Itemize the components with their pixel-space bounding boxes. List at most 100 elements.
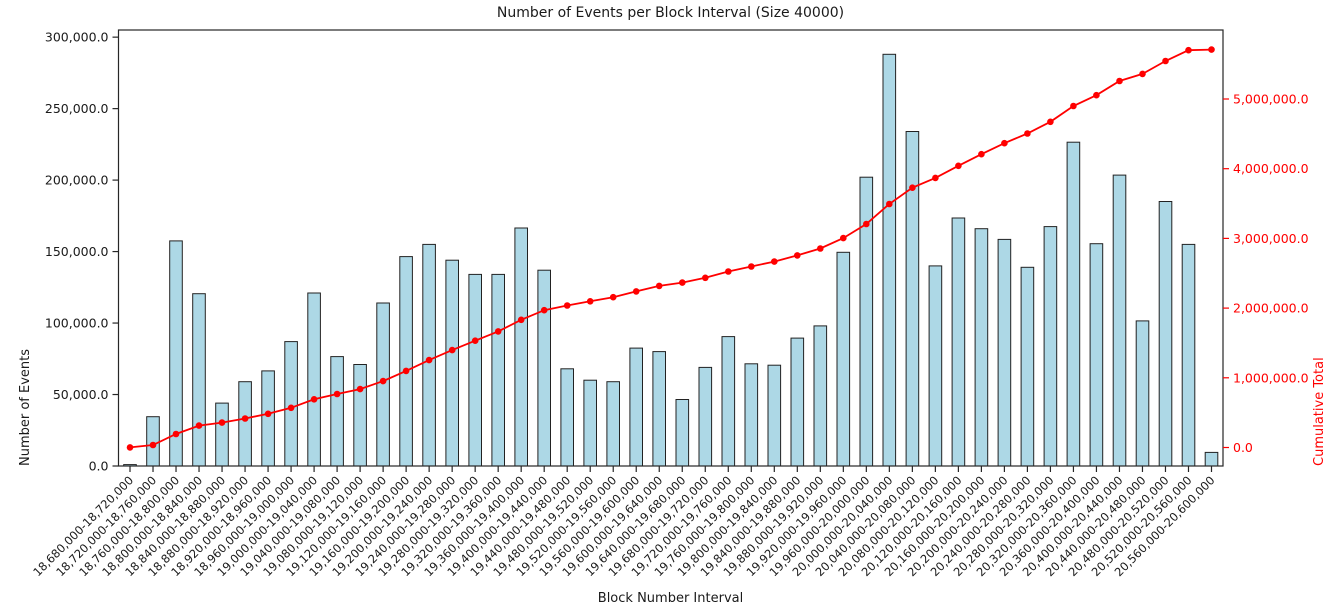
line-marker [1024,130,1031,137]
line-marker [379,377,387,385]
bar [1020,266,1035,467]
bar [790,337,805,467]
line-marker [955,162,962,170]
line-marker [886,200,893,208]
bar [583,379,598,467]
bar [422,243,436,467]
bar [376,302,390,467]
line-marker [1139,70,1146,78]
bar [744,363,759,467]
bar [491,273,505,467]
line-marker [425,356,433,364]
bar [606,381,621,467]
bar [146,416,160,467]
y-tick-label-right: 1,000,000.0 [1233,370,1309,385]
line-marker [471,337,479,345]
line-marker [195,422,203,429]
bar [928,265,943,467]
bar [215,402,229,467]
bar [629,347,644,467]
line-marker [978,150,985,158]
bar [537,269,552,467]
bar [813,325,828,467]
bar [1181,243,1196,467]
bar [1089,243,1104,467]
bar [1204,451,1219,467]
bar [238,381,252,467]
bar [652,351,667,467]
x-axis-label: Block Number Interval [597,591,744,606]
y-tick-label-right: 4,000,000.0 [1233,161,1309,176]
line-marker [1001,139,1008,147]
bar [721,336,736,467]
bar [836,251,851,467]
bar [1043,226,1058,467]
y-tick-label-left: 250,000.0 [45,101,109,116]
bar [514,227,529,467]
bar [307,292,321,467]
bar [675,399,690,467]
line-marker [1116,77,1123,85]
line-marker [655,282,663,290]
bar [330,356,344,467]
line-marker [1185,46,1192,54]
line-marker [356,385,364,393]
y-tick-label-left: 0.0 [89,459,109,474]
line-marker [563,302,571,309]
bar [767,364,782,467]
y-tick-label-left: 150,000.0 [45,244,109,259]
bar [1135,320,1150,467]
line-marker [218,419,226,426]
line-marker [840,234,847,242]
line-marker [1093,91,1100,99]
bar [951,217,966,467]
line-marker [679,279,686,286]
line-marker [126,444,134,451]
line-marker [771,258,778,265]
line-marker [149,441,157,449]
line-marker [909,184,916,191]
line-marker [632,288,640,295]
bar [284,341,298,467]
line-marker [264,410,272,418]
line-marker [517,316,525,324]
chart-title: Number of Events per Block Interval (Siz… [496,5,845,21]
bar [192,293,206,467]
line-marker [586,298,594,305]
bar [399,256,413,467]
bar [353,364,367,467]
bar [1158,201,1173,467]
line-marker [310,396,318,403]
line-marker [1070,102,1077,110]
y-tick-label-right: 2,000,000.0 [1233,301,1309,316]
bar [1066,141,1081,467]
bar [882,53,897,467]
line-marker [609,293,617,301]
bar [974,228,989,467]
line-marker [794,252,801,259]
line-marker [494,328,502,335]
y-tick-label-left: 100,000.0 [45,316,109,331]
line-marker [540,306,548,314]
bar [445,259,459,467]
plot-frame [117,29,1224,467]
line-marker [817,245,824,252]
bar [698,366,713,467]
y-tick-label-right: 5,000,000.0 [1233,92,1309,107]
bar [905,131,920,467]
line-marker [1162,57,1169,65]
line-marker [241,415,249,422]
line-marker [287,404,295,412]
bar [468,273,482,467]
line-marker [702,274,709,282]
line-marker [725,268,732,275]
y-tick-label-left: 50,000.0 [53,387,109,402]
bar [997,238,1012,467]
y-tick-label-right: 3,000,000.0 [1233,231,1309,246]
cumulative-line [129,48,1212,449]
line-marker [333,390,341,398]
line-marker [172,430,180,438]
bar [1112,174,1127,467]
